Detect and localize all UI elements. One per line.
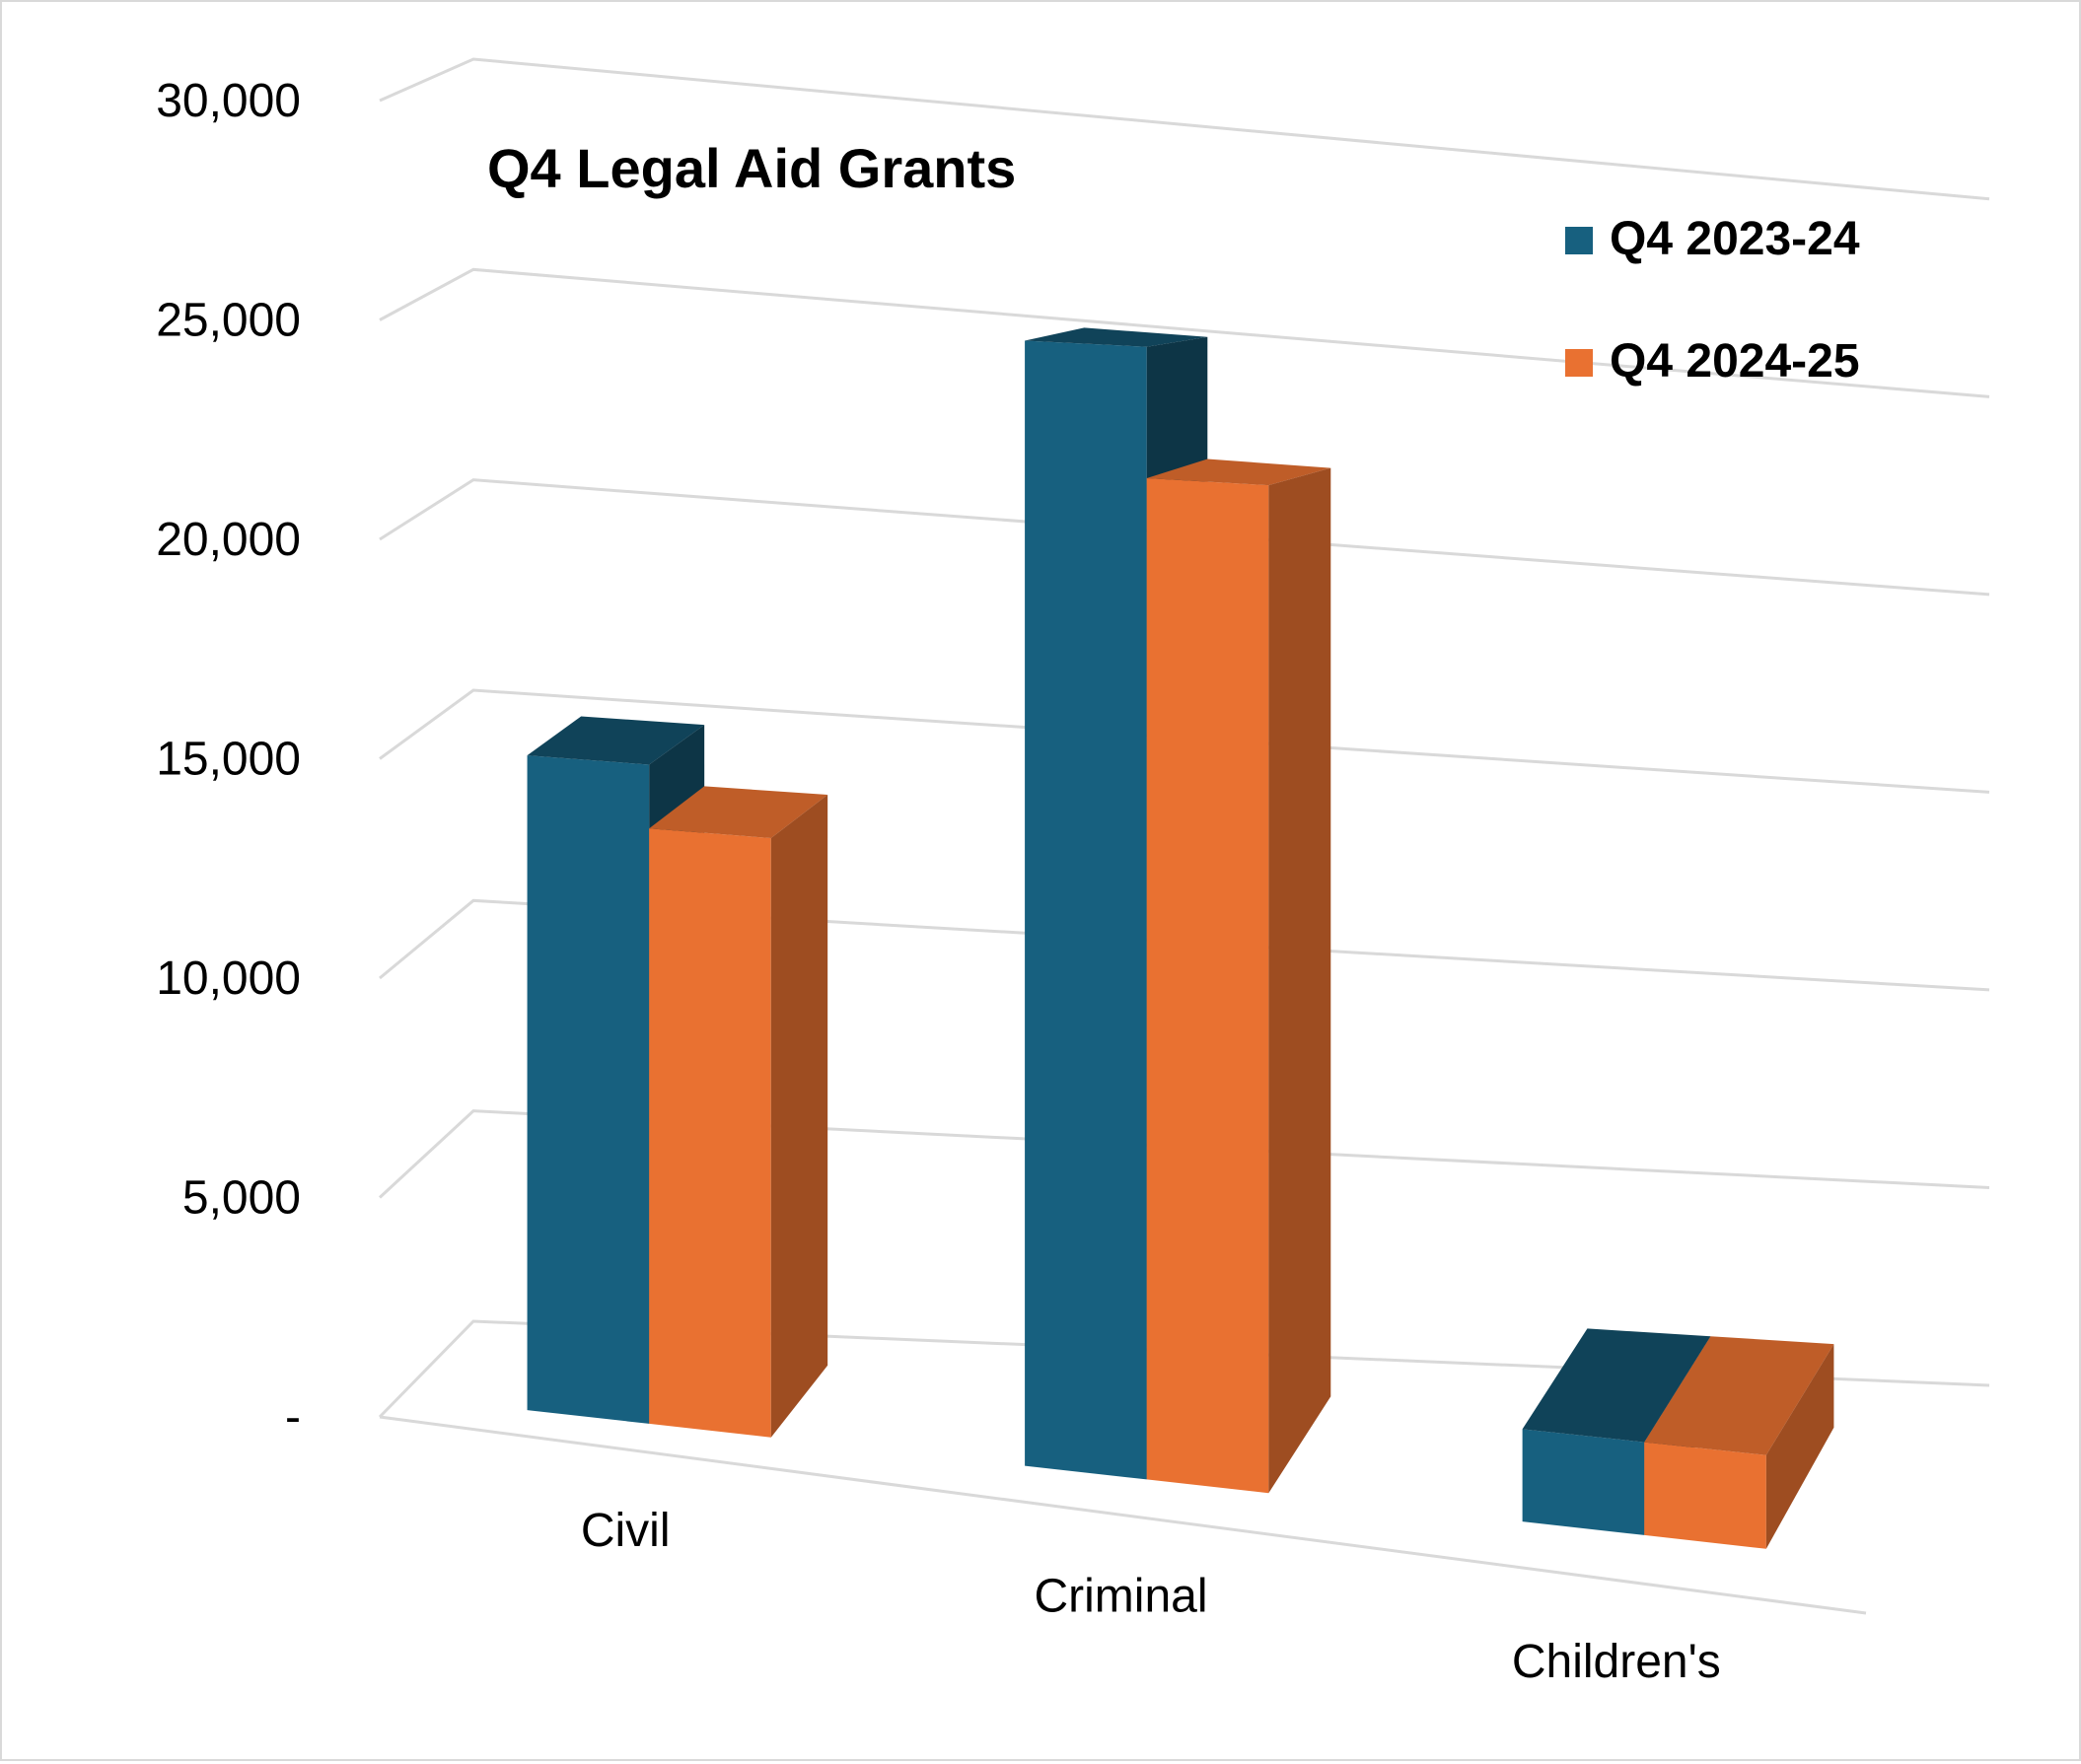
- bar-front-face: [1522, 1429, 1645, 1535]
- bar-side-face: [1765, 1344, 1834, 1549]
- chart-title: Q4 Legal Aid Grants: [487, 137, 1016, 199]
- bar-front-face: [1644, 1442, 1766, 1549]
- bar-front-face: [649, 828, 771, 1438]
- category-labels: Civil Criminal Children's: [581, 1505, 1721, 1688]
- legend-item: Q4 2024-25: [1565, 335, 1860, 388]
- legend-item: Q4 2023-24: [1565, 213, 1860, 265]
- gridline: [379, 478, 1990, 597]
- y-tick-label: 25,000: [156, 295, 301, 347]
- y-tick-label: -: [285, 1391, 301, 1444]
- category-label: Civil: [581, 1505, 671, 1557]
- bar-top-face: [1146, 459, 1331, 486]
- bar-front-face: [1146, 477, 1269, 1494]
- legend-swatch: [1565, 349, 1593, 377]
- bar: [1644, 1336, 1834, 1549]
- bar: [649, 786, 828, 1438]
- y-tick-label: 10,000: [156, 953, 301, 1005]
- bar-front-face: [527, 755, 650, 1424]
- gridlines: [378, 57, 1990, 1615]
- legend-label: Q4 2023-24: [1610, 213, 1860, 265]
- gridline: [379, 688, 1990, 794]
- y-tick-label: 5,000: [182, 1172, 301, 1225]
- bar-side-face: [770, 795, 828, 1438]
- floor-front-edge: [379, 1415, 1867, 1615]
- bar-top-face: [527, 716, 705, 765]
- gridline: [378, 1319, 1990, 1419]
- y-tick-label: 15,000: [156, 734, 301, 786]
- legend-label: Q4 2024-25: [1610, 335, 1860, 388]
- bar-front-face: [1025, 340, 1147, 1480]
- legend-swatch: [1565, 227, 1593, 254]
- gridline: [379, 898, 1990, 992]
- bars: [527, 327, 1834, 1549]
- category-label: Criminal: [1034, 1571, 1207, 1623]
- bar-top-face: [649, 786, 828, 839]
- y-axis-tick-labels: - 5,000 10,000 15,000 20,000 25,000 30,000: [156, 75, 301, 1444]
- y-tick-label: 30,000: [156, 75, 301, 127]
- gridline: [378, 1109, 1990, 1199]
- legend: Q4 2023-24 Q4 2024-25: [1565, 213, 1860, 388]
- category-label: Children's: [1512, 1636, 1721, 1688]
- gridline: [379, 57, 1990, 201]
- bar-top-face: [1025, 327, 1208, 347]
- bar-top-face: [1644, 1336, 1834, 1455]
- y-tick-label: 20,000: [156, 514, 301, 566]
- gridline: [379, 267, 1990, 398]
- bar-side-face: [1268, 467, 1331, 1494]
- bar: [1146, 459, 1331, 1494]
- bar-top-face: [1522, 1328, 1711, 1443]
